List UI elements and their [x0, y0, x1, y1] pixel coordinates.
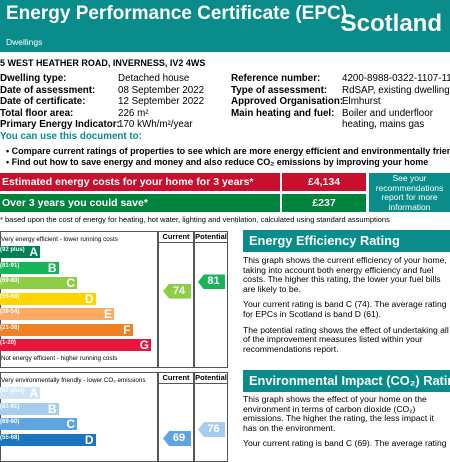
efficiency-arrows: 74 81	[0, 246, 230, 356]
impact-top-note: Very environmentally friendly - lower CO…	[1, 377, 146, 384]
detail-label: Dwelling type:	[0, 73, 67, 84]
efficiency-band-a: (92 plus) A	[0, 245, 40, 259]
efficiency-band-range: (69-80)	[0, 278, 20, 284]
impact-band-a: (92 plus) A	[0, 386, 40, 400]
impact-panel-title: Environmental Impact (CO₂) Rating	[243, 370, 450, 392]
detail-value: 08 September 2022	[118, 84, 205, 96]
detail-label: Total floor area:	[0, 107, 74, 119]
impact-band-range: (55-68)	[0, 434, 20, 441]
details-left: Dwelling type: Detached house Date of ass…	[0, 73, 204, 131]
efficiency-band-letter: E	[103, 307, 112, 321]
property-address: 5 WEST HEATHER ROAD, INVERNESS, IV2 4WS	[0, 58, 206, 68]
use-document-list: • Compare current ratings of properties …	[6, 146, 450, 167]
detail-value: Detached house	[118, 73, 190, 84]
detail-label: Primary Energy Indicator:	[0, 119, 120, 130]
details-right: Reference number: 4200-8988-0322-1107-112…	[231, 73, 450, 131]
detail-value: 12 September 2022	[118, 96, 205, 107]
efficiency-band-range: (21-38)	[0, 324, 20, 331]
efficiency-bottom-note: Not energy efficient - higher running co…	[1, 355, 118, 362]
detail-value: Elmhurst	[342, 96, 381, 107]
efficiency-panel-text: This graph shows the current efficiency …	[243, 255, 450, 360]
efficiency-paragraph: This graph shows the current efficiency …	[243, 255, 447, 294]
detail-value: Boiler and underfloor heating, mains gas	[342, 107, 433, 131]
savings-value: £237	[282, 194, 366, 212]
column-divider	[158, 383, 228, 384]
efficiency-band-letter: A	[29, 245, 38, 259]
cost-basis-note: * based upon the cost of energy for heat…	[0, 215, 390, 224]
estimated-costs-value: £4,134	[282, 173, 366, 191]
detail-value: 4200-8988-0322-1107-1123	[342, 73, 450, 84]
efficiency-band-range: (92 plus)	[0, 247, 25, 253]
certificate-subtitle: Dwellings	[6, 37, 43, 47]
savings-label: Over 3 years you could save*	[0, 194, 280, 212]
detail-label: Main heating and fuel:	[231, 107, 335, 119]
efficiency-band-f: (21-38) F	[0, 322, 133, 337]
efficiency-band-letter: D	[84, 291, 94, 306]
impact-paragraph: Your current rating is band C (69). The …	[243, 438, 447, 449]
impact-band-range: (69-80)	[0, 419, 20, 425]
efficiency-band-letter: G	[139, 338, 149, 352]
efficiency-band-b: (81-91) B	[0, 260, 59, 275]
efficiency-band-d: (55-68) D	[0, 291, 96, 306]
bullet-item: • Find out how to save energy and money …	[6, 156, 429, 167]
efficiency-potential-rating-arrow: 81	[198, 274, 225, 290]
efficiency-band-letter: C	[66, 276, 75, 290]
estimated-costs-label: Estimated energy costs for your home for…	[0, 173, 280, 191]
detail-label: Type of assessment:	[231, 84, 328, 96]
efficiency-band-g: (1-20) G	[0, 338, 151, 352]
efficiency-paragraph: Your current rating is band C (74). The …	[243, 299, 447, 319]
impact-band-letter: A	[29, 386, 38, 400]
impact-arrows: 69 76	[0, 387, 230, 457]
efficiency-panel-title: Energy Efficiency Rating	[243, 230, 450, 252]
region-label: Scotland	[340, 10, 442, 37]
impact-band-letter: B	[47, 401, 57, 416]
impact-current-header: Current	[162, 373, 190, 382]
efficiency-current-header: Current	[162, 232, 190, 241]
efficiency-band-c: (69-80) C	[0, 276, 77, 290]
detail-value: 226 m²	[118, 107, 149, 119]
detail-label: Date of assessment:	[0, 84, 96, 96]
efficiency-current-column	[158, 231, 194, 368]
efficiency-band-e: (39-54) E	[0, 307, 114, 321]
use-document-heading: You can use this document to:	[0, 131, 142, 142]
detail-value: RdSAP, existing dwelling	[342, 84, 450, 96]
efficiency-band-letter: F	[123, 322, 131, 337]
impact-band-range: (92 plus)	[0, 388, 25, 394]
recommendations-note[interactable]: See your recommendations report for more…	[369, 173, 450, 212]
efficiency-paragraph: The potential rating shows the effect of…	[243, 324, 449, 354]
impact-paragraph: This graph shows the effect of your home…	[243, 394, 434, 433]
efficiency-potential-column	[194, 231, 228, 368]
impact-potential-header: Potential	[195, 373, 227, 382]
column-divider	[158, 242, 228, 243]
impact-band-range: (81-91)	[0, 403, 20, 410]
detail-label: Date of certificate:	[0, 96, 86, 107]
efficiency-bands: (92 plus) A (81-91) B (69-80) C (55-68) D (39-54…	[0, 245, 158, 356]
efficiency-band-range: (81-91)	[0, 262, 20, 269]
impact-current-rating-arrow: 69	[163, 430, 191, 446]
impact-band-d: (55-68) D	[0, 432, 96, 447]
impact-band-b: (81-91) B	[0, 401, 59, 416]
impact-band-letter: C	[66, 417, 75, 431]
efficiency-band-range: (55-68)	[0, 293, 20, 300]
efficiency-potential-header: Potential	[195, 232, 227, 241]
efficiency-band-range: (39-54)	[0, 309, 20, 315]
impact-band-letter: D	[84, 432, 94, 447]
efficiency-band-letter: B	[47, 260, 57, 275]
certificate-title: Energy Performance Certificate (EPC)	[6, 3, 348, 24]
impact-bands: (92 plus) A (81-91) B (69-80) C (55-68) D	[0, 386, 158, 457]
impact-panel-text: This graph shows the effect of your home…	[243, 394, 450, 455]
detail-value: 170 kWh/m²/year	[118, 119, 193, 130]
efficiency-band-range: (1-20)	[0, 340, 17, 346]
efficiency-current-rating-arrow: 74	[163, 283, 191, 299]
detail-label: Reference number:	[231, 73, 321, 84]
impact-band-c: (69-80) C	[0, 417, 77, 431]
bullet-item: • Compare current ratings of properties …	[6, 146, 450, 156]
epc-header: Energy Performance Certificate (EPC) Dwe…	[0, 0, 450, 52]
detail-label: Approved Organisation:	[231, 96, 344, 107]
impact-potential-rating-arrow: 76	[198, 422, 225, 438]
efficiency-top-note: Very energy efficient - lower running co…	[1, 236, 118, 243]
